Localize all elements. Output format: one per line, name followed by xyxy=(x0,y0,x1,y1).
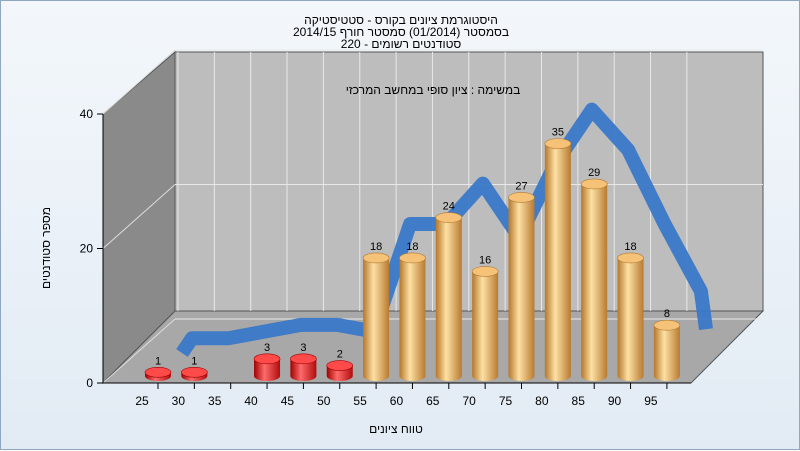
bar-value-label: 3 xyxy=(264,342,270,354)
bar-bottom xyxy=(472,371,499,381)
bar-top xyxy=(399,252,426,264)
bar: 1 xyxy=(181,355,208,381)
bar: 8 xyxy=(653,308,681,381)
bar-value-label: 27 xyxy=(515,180,527,192)
bar: 18 xyxy=(617,241,644,381)
x-tick-label: 25 xyxy=(135,394,149,408)
y-tick-label: 40 xyxy=(80,107,94,121)
bar-value-label: 8 xyxy=(664,308,670,320)
x-tick-label: 65 xyxy=(426,394,440,408)
bar-top xyxy=(653,319,681,331)
bar-value-label: 29 xyxy=(588,167,600,179)
bar: 2 xyxy=(326,349,354,381)
bar: 1 xyxy=(144,355,172,381)
x-tick-label: 70 xyxy=(462,394,476,408)
trend-ribbon xyxy=(176,102,713,357)
x-tick-label: 30 xyxy=(172,394,186,408)
x-tick-label: 45 xyxy=(281,394,295,408)
grid-line-y-side xyxy=(102,184,176,249)
x-axis-title: טווח ציונים xyxy=(369,422,423,436)
y-tick-label: 20 xyxy=(80,242,94,256)
bar-value-label: 18 xyxy=(624,241,636,253)
bar-top xyxy=(362,252,390,264)
bar-value-label: 35 xyxy=(552,127,564,139)
x-tick-label: 55 xyxy=(353,394,367,408)
bar-value-label: 16 xyxy=(479,254,491,266)
bar-bottom xyxy=(508,371,535,381)
y-axis-title: מספר סטודנטים xyxy=(39,207,53,289)
bar-bottom xyxy=(435,371,462,381)
bar-body xyxy=(399,257,426,376)
x-tick-label: 50 xyxy=(317,394,331,408)
x-tick-label: 95 xyxy=(644,394,658,408)
x-tick-label: 60 xyxy=(390,394,404,408)
bar-body xyxy=(508,197,535,376)
bar-body xyxy=(617,257,644,376)
bar-body xyxy=(363,257,390,376)
bar: 35 xyxy=(544,127,572,381)
bar-body xyxy=(435,217,462,376)
bar-top xyxy=(181,366,208,378)
bar-value-label: 1 xyxy=(191,355,197,367)
bar-top xyxy=(435,212,463,223)
bar-top xyxy=(617,252,644,264)
bar-body xyxy=(653,325,680,376)
bar-bottom xyxy=(363,371,390,381)
bar-value-label: 18 xyxy=(370,241,382,253)
bar-body xyxy=(472,271,499,376)
bar-top xyxy=(253,353,281,365)
bar-bottom xyxy=(653,371,680,381)
bar-top xyxy=(144,366,172,378)
bar-top xyxy=(544,138,572,149)
x-tick-label: 40 xyxy=(244,394,258,408)
bar-top xyxy=(508,192,535,203)
bar-value-label: 18 xyxy=(406,241,418,253)
bar-body xyxy=(581,183,608,376)
chart-annotation: במשימה : ציון סופי במחשב המרכזי xyxy=(346,83,521,97)
bar-bottom xyxy=(581,371,608,381)
bar-value-label: 2 xyxy=(337,349,343,361)
grid-line-y-side xyxy=(102,318,176,384)
x-tick-label: 35 xyxy=(208,394,222,408)
x-tick-label: 85 xyxy=(572,394,586,408)
bar: 18 xyxy=(362,241,390,381)
chart-title-line-3: סטודנטים רשומים - 220 xyxy=(340,37,462,51)
chart-title-line-1: היסטוגרמת ציונים בקורס - סטטיסטיקה xyxy=(304,13,498,27)
x-tick-label: 75 xyxy=(499,394,513,408)
bar: 29 xyxy=(580,167,608,381)
chart-title-line-2: בסמסטר (01/2014) סמסטר חורף 2014/15 xyxy=(292,25,510,39)
bar-top xyxy=(326,360,354,371)
bar-value-label: 24 xyxy=(443,201,455,213)
bar-top xyxy=(580,178,608,190)
bar-value-label: 1 xyxy=(155,355,161,367)
bar: 16 xyxy=(471,254,499,381)
bar: 27 xyxy=(508,180,535,381)
bar: 3 xyxy=(253,342,281,381)
x-tick-label: 90 xyxy=(608,394,622,408)
bar-body xyxy=(544,143,571,376)
bar-value-label: 3 xyxy=(300,342,306,354)
bar: 3 xyxy=(290,342,317,381)
bar-bottom xyxy=(399,371,426,381)
bar-bottom xyxy=(254,371,281,381)
bar-top xyxy=(471,266,499,277)
bar-bottom xyxy=(617,371,644,381)
bar-bottom xyxy=(290,371,317,381)
x-tick-label: 80 xyxy=(535,394,549,408)
bar-top xyxy=(290,353,317,365)
bar-bottom xyxy=(544,371,571,381)
grid-line-y-side xyxy=(102,49,176,115)
bar-bottom xyxy=(326,371,353,381)
y-tick-label: 0 xyxy=(86,376,93,390)
bar: 24 xyxy=(435,201,463,381)
bar: 18 xyxy=(399,241,426,381)
